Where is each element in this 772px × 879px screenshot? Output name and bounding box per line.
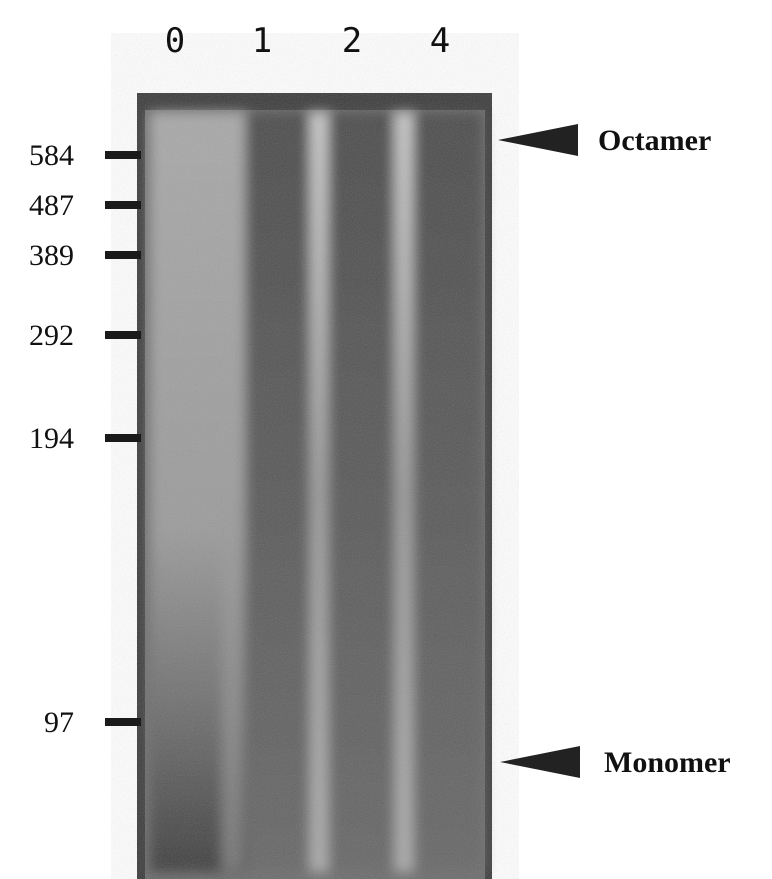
arrow [500, 746, 580, 778]
band-label: Octamer [598, 124, 711, 157]
marker-tick [105, 718, 141, 726]
lane-label: 1 [252, 21, 272, 61]
marker-tick [105, 201, 141, 209]
marker-label: 97 [44, 706, 74, 739]
lane-label: 4 [430, 21, 450, 61]
marker-tick [105, 434, 141, 442]
marker-label: 292 [29, 319, 74, 352]
marker-tick [105, 331, 141, 339]
lane-label: 2 [342, 21, 362, 61]
marker-label: 487 [29, 189, 74, 222]
lane-label: 0 [165, 21, 185, 61]
marker-label: 389 [29, 239, 74, 272]
marker-tick [105, 151, 141, 159]
gel [137, 93, 492, 879]
marker-tick [105, 251, 141, 259]
arrow [498, 124, 578, 156]
band-label: Monomer [604, 746, 731, 779]
marker-label: 584 [29, 139, 74, 172]
marker-label: 194 [29, 422, 74, 455]
